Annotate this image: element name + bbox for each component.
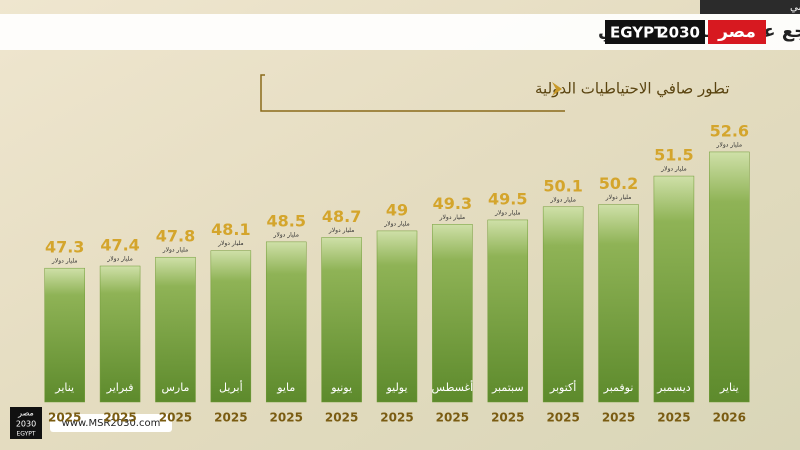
year-label: 2025 bbox=[657, 411, 690, 425]
year-label: 2025 bbox=[602, 411, 635, 425]
logo-ar: مصر bbox=[717, 22, 756, 42]
bar bbox=[155, 256, 196, 403]
x-tick-label: أغسطس bbox=[432, 380, 474, 394]
bar bbox=[265, 241, 307, 403]
bar bbox=[376, 230, 418, 403]
chart-subtitle: تطور صافي الاحتياطيات الدولية bbox=[535, 80, 730, 99]
logo-box bbox=[605, 20, 705, 44]
value-label: 49 bbox=[386, 200, 408, 219]
value-label: 50.2 bbox=[599, 174, 638, 193]
x-tick-label: أبريل bbox=[219, 380, 243, 394]
x-tick-label: يوليو bbox=[385, 381, 407, 394]
year-label: 2025 bbox=[103, 411, 136, 425]
value-label: 49.3 bbox=[433, 194, 472, 213]
value-label: 48.5 bbox=[266, 211, 305, 230]
unit-label: مليار دولار bbox=[605, 194, 632, 201]
footer-logo bbox=[10, 407, 42, 439]
unit-label: مليار دولار bbox=[716, 141, 743, 148]
website-box bbox=[50, 414, 172, 432]
year-label: 2025 bbox=[159, 411, 192, 425]
x-tick-label: ديسمبر bbox=[656, 381, 691, 394]
year-label: 2026 bbox=[713, 411, 746, 425]
year-label: 2025 bbox=[546, 411, 579, 425]
x-tick-label: يونيو bbox=[330, 381, 352, 394]
x-tick-label: أكتوبر bbox=[549, 380, 576, 394]
bar bbox=[542, 206, 584, 403]
value-label: 50.1 bbox=[543, 176, 582, 195]
bar bbox=[210, 250, 252, 403]
bar bbox=[99, 265, 141, 403]
footer-logo-en: EGYPT bbox=[16, 431, 35, 438]
unit-label: مليار دولار bbox=[660, 166, 687, 173]
value-label: 48.1 bbox=[211, 220, 250, 239]
logo-ar-box bbox=[708, 20, 766, 44]
subtitle-frame bbox=[260, 74, 565, 112]
bar bbox=[709, 151, 750, 403]
x-tick-label: سبتمبر bbox=[491, 381, 524, 394]
footer-logo-ar: مصر bbox=[17, 409, 34, 418]
unit-label: مليار دولار bbox=[328, 227, 355, 234]
value-label: 52.6 bbox=[710, 121, 749, 140]
bar bbox=[487, 219, 529, 403]
year-label: 2025 bbox=[48, 411, 81, 425]
unit-label: مليار دولار bbox=[549, 196, 576, 203]
year-label: 2025 bbox=[325, 411, 358, 425]
website: www.MSR2030.com bbox=[62, 418, 161, 429]
footer-logo-year: 2030 bbox=[16, 420, 36, 429]
x-tick-label: يناير bbox=[719, 381, 739, 394]
value-label: 48.7 bbox=[322, 207, 361, 226]
value-label: 47.3 bbox=[45, 238, 84, 257]
year-label: 2025 bbox=[491, 411, 524, 425]
org: المركز الإعلامي bbox=[790, 2, 800, 13]
subtitle-arrow bbox=[552, 82, 562, 96]
bar bbox=[598, 204, 639, 403]
x-tick-label: يناير bbox=[54, 381, 74, 394]
x-tick-label: مارس bbox=[161, 381, 189, 394]
unit-label: مليار دولار bbox=[106, 256, 133, 263]
unit-label: مليار دولار bbox=[383, 220, 410, 227]
year-label: 2025 bbox=[380, 411, 413, 425]
unit-label: مليار دولار bbox=[272, 231, 299, 238]
value-label: 47.4 bbox=[100, 236, 139, 255]
x-tick-label: نوفمبر bbox=[603, 381, 634, 394]
unit-label: مليار دولار bbox=[51, 258, 78, 265]
bar bbox=[44, 267, 85, 403]
unit-label: مليار دولار bbox=[494, 209, 521, 216]
unit-label: مليار دولار bbox=[439, 214, 466, 221]
value-label: 49.5 bbox=[488, 189, 527, 208]
bar bbox=[653, 175, 695, 403]
value-label: 47.8 bbox=[156, 227, 195, 246]
unit-label: مليار دولار bbox=[217, 240, 244, 247]
org-band bbox=[700, 0, 800, 14]
bar bbox=[321, 237, 362, 403]
x-tick-label: مايو bbox=[276, 381, 295, 394]
value-label: 51.5 bbox=[654, 146, 693, 165]
logo-en: EGYPT bbox=[610, 24, 665, 42]
year-label: 2025 bbox=[436, 411, 469, 425]
bar bbox=[432, 224, 473, 403]
x-tick-label: فبراير bbox=[106, 381, 134, 394]
unit-label: مليار دولار bbox=[162, 247, 189, 254]
logo-year: 2030 bbox=[658, 24, 700, 42]
year-label: 2025 bbox=[270, 411, 303, 425]
year-label: 2025 bbox=[214, 411, 247, 425]
